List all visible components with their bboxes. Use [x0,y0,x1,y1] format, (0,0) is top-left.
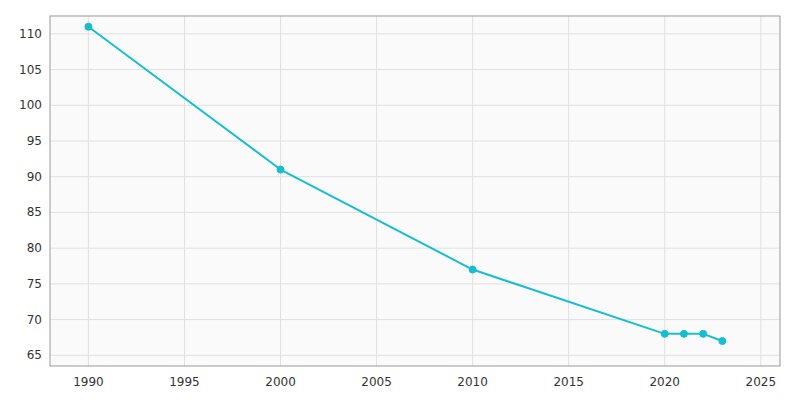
x-tick-label: 2025 [746,375,777,389]
point [469,266,476,273]
y-tick-label: 90 [27,170,42,184]
y-tick-label: 70 [27,313,42,327]
tick-labels: 1990 1995 2000 2005 2010 2015 2020 2025 65 70 75 80… [19,27,776,389]
x-tick-label: 1995 [169,375,200,389]
y-tick-label: 110 [19,27,42,41]
plot-frame [50,16,780,366]
x-tick-label: 2005 [361,375,392,389]
y-tick-label: 105 [19,63,42,77]
point [700,330,707,337]
y-tick-label: 85 [27,205,42,219]
grid-line-x [472,16,473,366]
point [661,330,668,337]
grid-line-y [50,319,780,320]
grid-line-y [50,69,780,70]
grid-line-x [664,16,665,366]
grid [50,16,780,366]
chart-svg: 1990 1995 2000 2005 2010 2015 2020 2025 65 70 75 80… [0,0,800,400]
chart-container: 1990 1995 2000 2005 2010 2015 2020 2025 65 70 75 80… [0,0,800,400]
y-tick-label: 100 [19,98,42,112]
line [88,27,722,341]
grid-line-y [50,176,780,177]
point [680,330,687,337]
grid-line-y [50,141,780,142]
x-tick-label: 2000 [265,375,296,389]
x-tick-label: 2020 [649,375,680,389]
grid-line-y [50,248,780,249]
grid-line-y [50,105,780,106]
y-tick-label: 95 [27,134,42,148]
grid-line-x [760,16,761,366]
grid-line-x [88,16,89,366]
grid-line-x [184,16,185,366]
point [719,338,726,345]
grid-line-y [50,355,780,356]
point [85,23,92,30]
grid-line-y [50,33,780,34]
plot-background [50,16,780,366]
grid-line-y [50,283,780,284]
x-tick-label: 2010 [457,375,488,389]
y-tick-label: 75 [27,277,42,291]
series [85,23,726,344]
x-tick-label: 1990 [73,375,104,389]
y-tick-label: 65 [27,348,42,362]
grid-line-x [280,16,281,366]
grid-line-y [50,212,780,213]
point [277,166,284,173]
y-tick-label: 80 [27,241,42,255]
grid-line-x [376,16,377,366]
x-tick-label: 2015 [553,375,584,389]
grid-line-x [568,16,569,366]
